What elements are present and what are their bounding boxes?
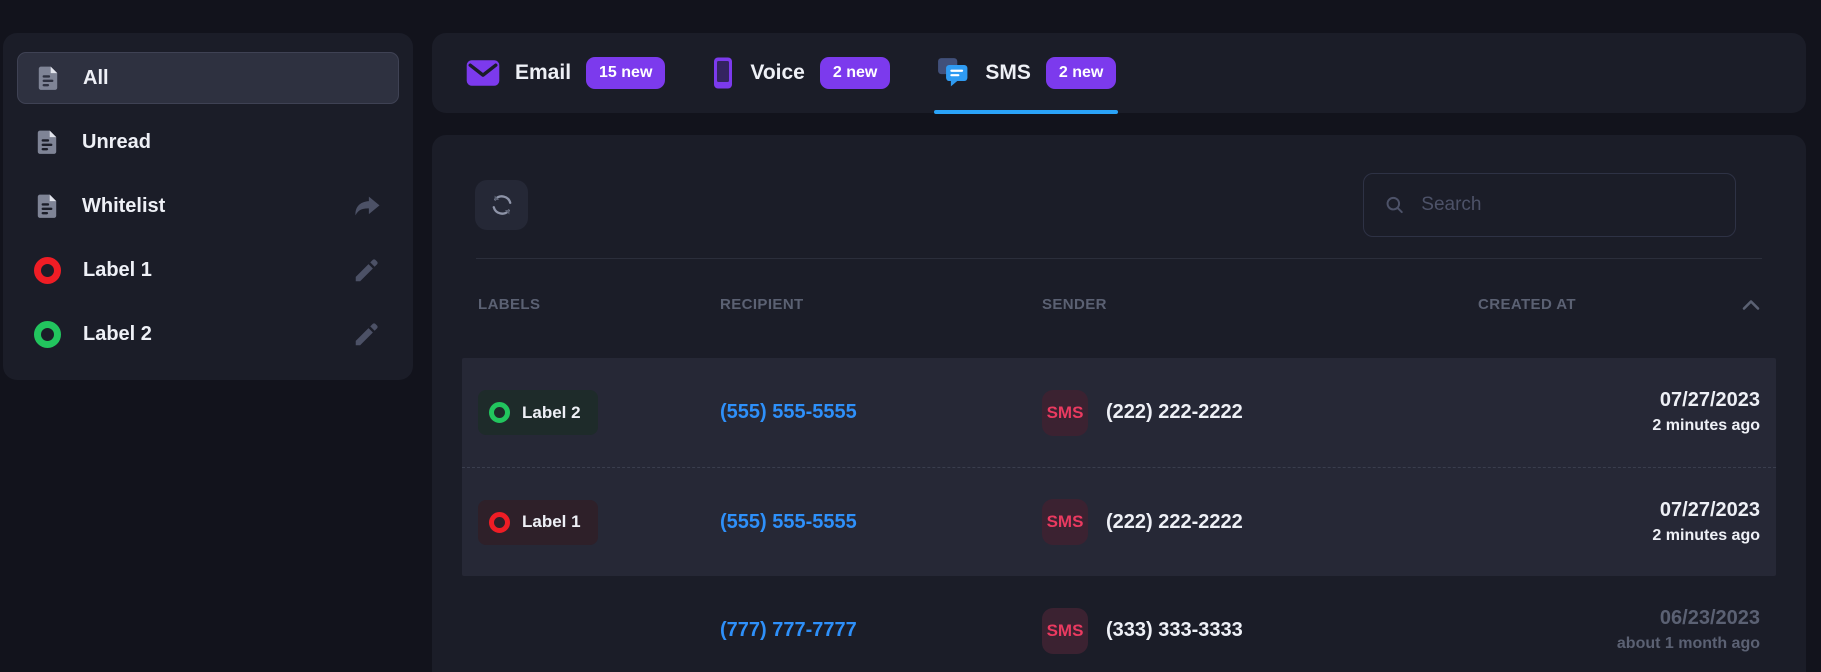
tab-label: Email bbox=[515, 61, 572, 84]
sms-type-badge: SMS bbox=[1042, 607, 1088, 654]
sidebar-item-label: Whitelist bbox=[82, 194, 166, 217]
search-icon bbox=[1386, 196, 1403, 214]
sms-chat-bubbles-icon bbox=[938, 58, 968, 87]
created-relative-time: about 1 month ago bbox=[1616, 635, 1760, 652]
tab-email[interactable]: Email 15 new bbox=[466, 33, 666, 113]
share-icon[interactable] bbox=[352, 191, 382, 221]
email-envelope-icon bbox=[466, 60, 500, 86]
edit-pencil-icon[interactable] bbox=[352, 319, 382, 349]
tab-sms[interactable]: SMS 2 new bbox=[934, 33, 1119, 114]
table-row[interactable]: (777) 777-7777 SMS (333) 333-3333 06/23/… bbox=[462, 576, 1776, 672]
label-chip-green: Label 2 bbox=[478, 390, 598, 435]
created-at-label: CREATED AT bbox=[1478, 296, 1576, 313]
sidebar-item-label: Label 1 bbox=[83, 258, 152, 281]
messages-table: LABELS RECIPIENT SENDER CREATED AT Label… bbox=[462, 259, 1776, 672]
tab-voice[interactable]: Voice 2 new bbox=[711, 33, 891, 113]
sidebar: All Unread Whitelist Label 1 bbox=[3, 33, 413, 380]
recipient-phone-link[interactable]: (555) 555-5555 bbox=[720, 510, 857, 533]
toolbar bbox=[432, 135, 1806, 258]
created-at-cell: 07/27/2023 2 minutes ago bbox=[1478, 387, 1760, 438]
label-color-ring-icon bbox=[489, 402, 510, 423]
label-chip-text: Label 2 bbox=[522, 402, 581, 422]
unread-rows-group: Label 2 (555) 555-5555 SMS (222) 222-222… bbox=[462, 358, 1776, 576]
column-header-created-at[interactable]: CREATED AT bbox=[1478, 296, 1760, 313]
table-row[interactable]: Label 1 (555) 555-5555 SMS (222) 222-222… bbox=[462, 467, 1776, 576]
label-chip-red: Label 1 bbox=[478, 499, 598, 545]
email-new-count-badge: 15 new bbox=[586, 57, 666, 89]
created-relative-time: 2 minutes ago bbox=[1652, 417, 1760, 434]
label-1-color-ring-icon bbox=[34, 256, 61, 284]
sender-cell: SMS (222) 222-2222 bbox=[1042, 389, 1478, 436]
sender-cell: SMS (222) 222-2222 bbox=[1042, 499, 1478, 545]
created-at-cell: 07/27/2023 2 minutes ago bbox=[1478, 497, 1760, 548]
column-header-sender: SENDER bbox=[1042, 296, 1107, 313]
table-row[interactable]: Label 2 (555) 555-5555 SMS (222) 222-222… bbox=[462, 358, 1776, 467]
sidebar-item-unread[interactable]: Unread bbox=[17, 116, 399, 168]
created-date: 07/27/2023 bbox=[1659, 389, 1760, 411]
recipient-phone-link[interactable]: (777) 777-7777 bbox=[720, 619, 857, 641]
sender-phone: (333) 333-3333 bbox=[1106, 619, 1243, 641]
sort-chevron-up-icon[interactable] bbox=[1742, 299, 1760, 311]
sender-phone: (222) 222-2222 bbox=[1106, 510, 1243, 533]
sidebar-item-label: Unread bbox=[82, 130, 151, 153]
tab-label: SMS bbox=[985, 61, 1031, 84]
sidebar-item-label: Label 2 bbox=[83, 322, 152, 345]
sender-cell: SMS (333) 333-3333 bbox=[1042, 607, 1478, 654]
label-2-color-ring-icon bbox=[34, 320, 61, 348]
document-icon bbox=[37, 130, 57, 154]
recipient-phone-link[interactable]: (555) 555-5555 bbox=[720, 401, 857, 423]
sidebar-item-label: All bbox=[83, 66, 109, 89]
recipient-cell: (555) 555-5555 bbox=[720, 401, 1042, 424]
messages-panel: LABELS RECIPIENT SENDER CREATED AT Label… bbox=[432, 135, 1806, 672]
created-relative-time: 2 minutes ago bbox=[1652, 526, 1760, 544]
label-color-ring-icon bbox=[489, 511, 510, 533]
voice-phone-icon bbox=[714, 57, 733, 89]
sms-type-badge: SMS bbox=[1042, 389, 1088, 436]
refresh-icon bbox=[492, 195, 511, 215]
toolbar-divider bbox=[476, 258, 1762, 259]
sms-type-badge: SMS bbox=[1042, 499, 1088, 545]
sender-phone: (222) 222-2222 bbox=[1106, 401, 1243, 423]
created-date: 06/23/2023 bbox=[1659, 607, 1760, 629]
search-box bbox=[1363, 173, 1736, 237]
sidebar-item-label-1[interactable]: Label 1 bbox=[17, 244, 399, 296]
created-date: 07/27/2023 bbox=[1659, 498, 1760, 521]
table-header-row: LABELS RECIPIENT SENDER CREATED AT bbox=[462, 259, 1776, 313]
sms-new-count-badge: 2 new bbox=[1045, 57, 1117, 89]
label-chip-text: Label 1 bbox=[522, 512, 581, 531]
created-at-cell: 06/23/2023 about 1 month ago bbox=[1478, 605, 1760, 656]
recipient-cell: (555) 555-5555 bbox=[720, 511, 1042, 534]
sidebar-item-all[interactable]: All bbox=[17, 52, 399, 104]
recipient-cell: (777) 777-7777 bbox=[720, 619, 1042, 642]
column-header-recipient: RECIPIENT bbox=[720, 296, 804, 313]
labels-cell: Label 1 bbox=[478, 499, 720, 545]
document-icon bbox=[37, 194, 57, 218]
edit-pencil-icon[interactable] bbox=[352, 255, 382, 285]
search-input[interactable] bbox=[1421, 194, 1715, 216]
sidebar-item-label-2[interactable]: Label 2 bbox=[17, 308, 399, 360]
document-icon bbox=[38, 66, 58, 90]
column-header-labels: LABELS bbox=[478, 296, 541, 313]
refresh-button[interactable] bbox=[475, 180, 528, 230]
channel-tabbar: Email 15 new Voice 2 new SMS 2 new bbox=[432, 33, 1806, 114]
labels-cell: Label 2 bbox=[478, 390, 720, 435]
voice-new-count-badge: 2 new bbox=[819, 57, 891, 89]
sidebar-item-whitelist[interactable]: Whitelist bbox=[17, 180, 399, 232]
tab-label: Voice bbox=[750, 61, 805, 84]
